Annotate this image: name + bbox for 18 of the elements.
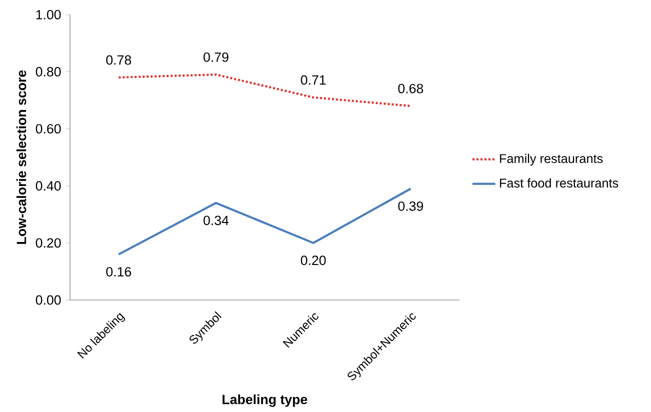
data-label: 0.34 bbox=[204, 216, 229, 226]
y-tick-label: 0.60 bbox=[36, 124, 61, 134]
data-label: 0.39 bbox=[398, 201, 424, 211]
data-label: 0.71 bbox=[300, 75, 326, 85]
y-tick-label: 1.00 bbox=[36, 10, 61, 20]
data-label: 0.20 bbox=[300, 256, 326, 266]
legend-label: Family restaurants bbox=[500, 154, 603, 166]
y-tick-label: 0.00 bbox=[36, 295, 61, 305]
data-label: 0.16 bbox=[106, 267, 132, 276]
y-tick-label: 0.20 bbox=[36, 238, 61, 248]
y-tick-label: 0.40 bbox=[36, 181, 61, 191]
data-label: 0.78 bbox=[106, 55, 132, 65]
x-axis-title: Labeling type bbox=[222, 394, 308, 407]
y-tick-label: 0.80 bbox=[36, 67, 61, 76]
data-label: 0.68 bbox=[398, 84, 424, 94]
data-label: 0.79 bbox=[204, 52, 228, 62]
legend-label: Fast food restaurants bbox=[500, 178, 618, 188]
y-axis-title: Low-calorie selection score bbox=[16, 70, 26, 244]
